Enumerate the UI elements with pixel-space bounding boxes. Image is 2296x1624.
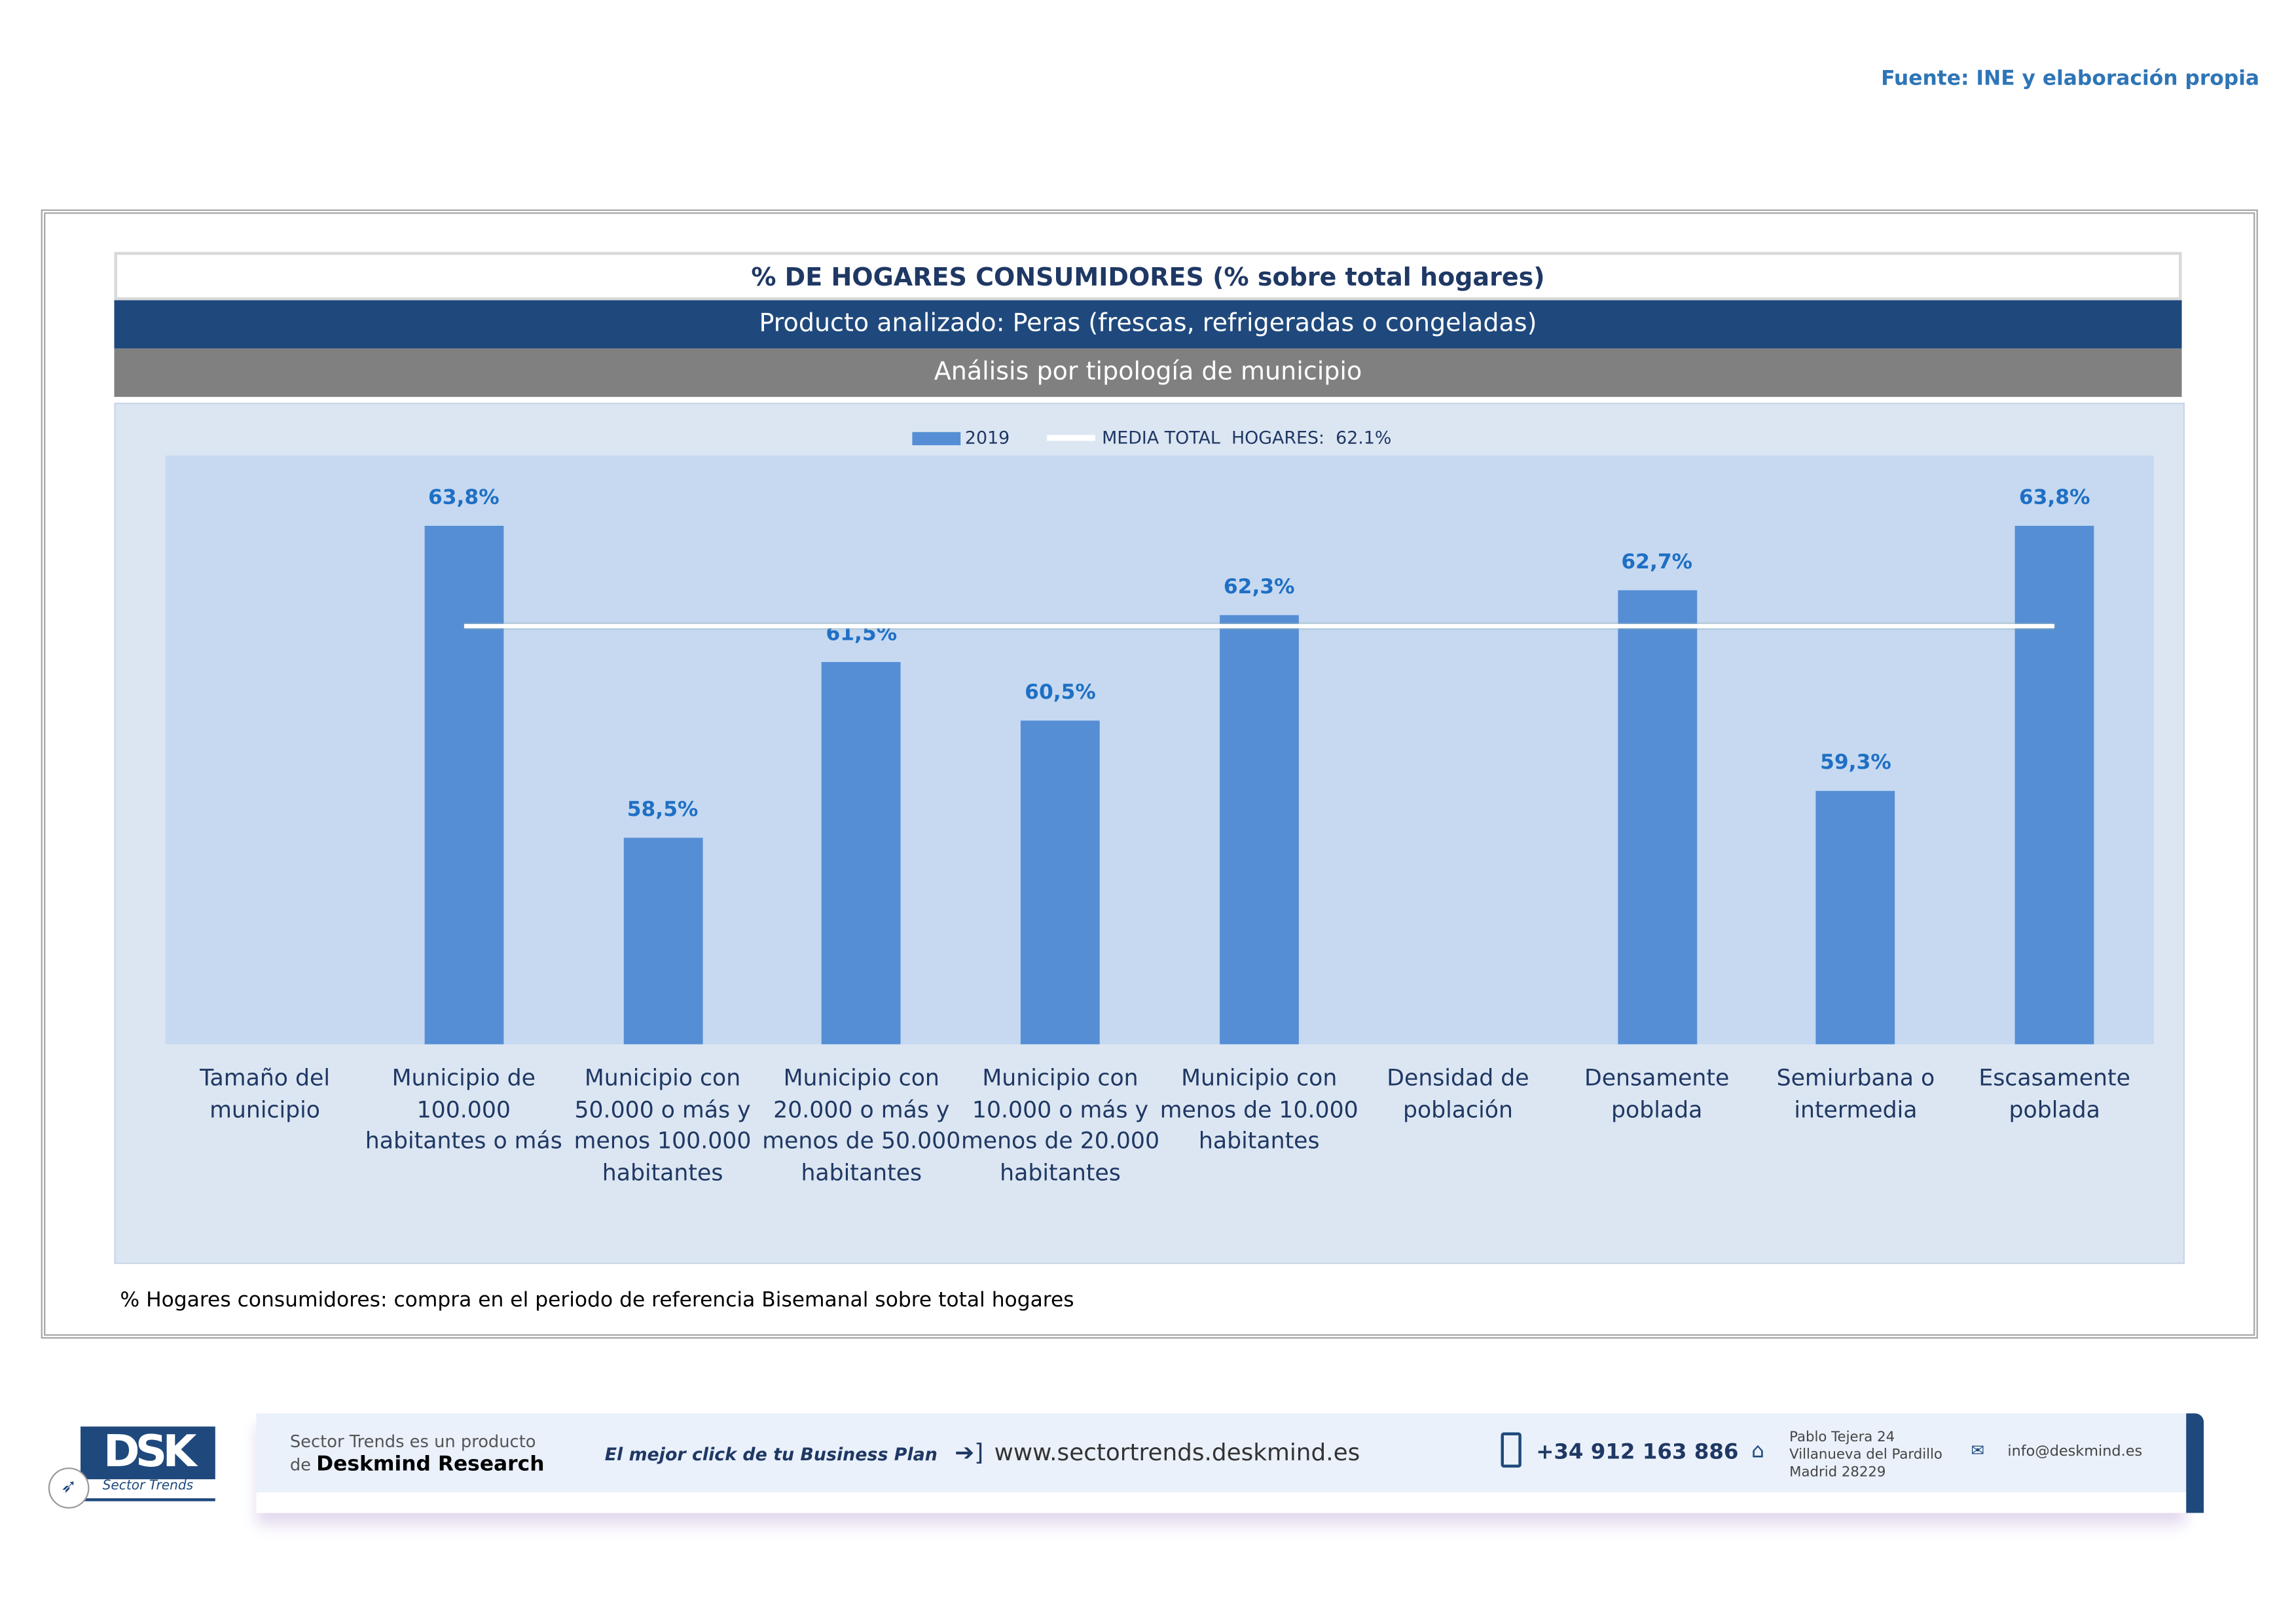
bar (1021, 720, 1100, 1044)
category-label: Municipio con 20.000 o más y menos de 50… (762, 1065, 961, 1186)
legend-label-mean: MEDIA TOTAL HOGARES: 62.1% (1102, 428, 1392, 449)
bar (424, 526, 503, 1044)
analysis-banner: Análisis por tipología de municipio (114, 348, 2182, 397)
data-label: 58,5% (627, 798, 699, 822)
source-note: Fuente: INE y elaboración propia (1881, 67, 2260, 91)
bar (822, 661, 902, 1044)
category-label: Densamente poblada (1584, 1065, 1730, 1123)
footer-brand: Deskmind Research (316, 1452, 545, 1477)
footer-product-prefix: de (289, 1454, 311, 1475)
data-label: 63,8% (428, 487, 500, 510)
category-label: Municipio de 100.000 habitantes o más (365, 1065, 562, 1154)
legend: 2019 MEDIA TOTAL HOGARES: 62.1% (912, 428, 1391, 448)
footer-banner: Sector Trends es un producto de Deskmind… (256, 1413, 2204, 1513)
data-label: 62,3% (1223, 574, 1295, 599)
rocket-icon: ➶ (48, 1467, 90, 1509)
report-frame (41, 209, 2258, 1339)
product-banner: Producto analizado: Peras (frescas, refr… (114, 300, 2182, 349)
category-label: Municipio con menos de 10.000 habitantes (1159, 1065, 1358, 1154)
footer-email[interactable]: info@deskmind.es (2007, 1444, 2143, 1460)
mail-icon: ✉ (1971, 1441, 1985, 1460)
legend-swatch-mean (1046, 435, 1095, 441)
data-label: 60,5% (1025, 680, 1096, 705)
category-label: Escasamente poblada (1978, 1065, 2130, 1123)
footer-product-text: Sector Trends es un producto (289, 1431, 536, 1452)
bar (1617, 591, 1697, 1044)
legend-swatch-2019 (912, 431, 961, 445)
category-label: Semiurbana o intermedia (1776, 1065, 1935, 1123)
footer-slogan: El mejor click de tu Business Plan (604, 1444, 938, 1465)
footer-address-line: Pablo Tejera 24 (1789, 1429, 1895, 1446)
bar (1816, 791, 1895, 1044)
category-label: Densidad de población (1387, 1065, 1529, 1123)
home-icon: ⌂ (1751, 1439, 1764, 1464)
footer-address-line: Madrid 28229 (1789, 1464, 1886, 1481)
legend-label-2019: 2019 (964, 428, 1010, 449)
footnote: % Hogares consumidores: compra en el per… (120, 1289, 1074, 1312)
mean-line (464, 623, 2055, 629)
footer-phone[interactable]: +34 912 163 886 (1536, 1441, 1739, 1465)
data-label: 63,8% (2018, 487, 2090, 510)
phone-icon (1501, 1432, 1522, 1468)
data-label: 59,3% (1820, 751, 1891, 775)
footer-address-line: Villanueva del Pardillo (1789, 1447, 1942, 1464)
logo-subtitle: Sector Trends (81, 1479, 215, 1502)
category-label: Tamaño del municipio (200, 1065, 331, 1123)
link-icon: ➔] (955, 1438, 984, 1466)
bar (2014, 526, 2094, 1044)
bar (1219, 614, 1299, 1044)
category-label: Municipio con 50.000 o más y menos 100.0… (574, 1065, 752, 1186)
data-label: 62,7% (1621, 551, 1693, 575)
category-label: Municipio con 10.000 o más y menos de 20… (960, 1065, 1160, 1186)
chart-title: % DE HOGARES CONSUMIDORES (% sobre total… (114, 251, 2182, 301)
logo-text: DSK (81, 1426, 215, 1479)
dsk-logo: DSK Sector Trends ➶ (48, 1426, 215, 1509)
footer-website[interactable]: www.sectortrends.deskmind.es (994, 1438, 1360, 1466)
bar (623, 838, 702, 1044)
